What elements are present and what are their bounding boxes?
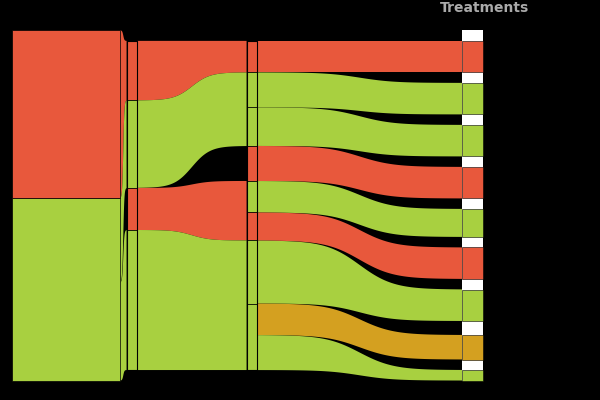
Bar (127, 41, 137, 370)
Bar (462, 125, 483, 156)
Polygon shape (257, 212, 462, 279)
Bar (247, 240, 257, 304)
Text: 3: 3 (488, 52, 494, 62)
Text: 3: 3 (488, 136, 494, 146)
Bar (247, 108, 257, 146)
Bar (462, 335, 483, 360)
Polygon shape (137, 230, 247, 370)
Polygon shape (257, 146, 462, 198)
Bar (462, 167, 483, 198)
Text: 3: 3 (488, 370, 494, 380)
Bar (462, 290, 483, 321)
Text: 3: 3 (488, 94, 494, 104)
Text: 3: 3 (488, 258, 494, 268)
Bar (462, 41, 483, 72)
Polygon shape (137, 41, 247, 100)
Bar (462, 248, 483, 279)
Bar (462, 30, 483, 380)
Bar (247, 181, 257, 212)
Bar (247, 304, 257, 370)
Bar (127, 230, 137, 370)
Polygon shape (257, 108, 462, 156)
Bar (247, 146, 257, 181)
Bar (12, 198, 120, 380)
Bar (247, 212, 257, 240)
Bar (462, 209, 483, 237)
Text: 3: 3 (488, 342, 494, 352)
Bar (127, 188, 137, 230)
Bar (462, 370, 483, 380)
Polygon shape (120, 101, 127, 282)
Text: Treatments: Treatments (440, 1, 529, 15)
Polygon shape (257, 41, 462, 72)
Polygon shape (257, 240, 462, 321)
Bar (247, 41, 257, 370)
Polygon shape (137, 72, 247, 188)
Polygon shape (257, 304, 462, 360)
Text: 3: 3 (488, 178, 494, 188)
Bar (247, 41, 257, 72)
Bar (127, 100, 137, 188)
Bar (12, 30, 120, 198)
Polygon shape (120, 30, 127, 198)
Polygon shape (257, 181, 462, 237)
Bar (127, 41, 137, 100)
Polygon shape (257, 72, 462, 114)
Bar (247, 72, 257, 108)
Polygon shape (120, 230, 127, 380)
Text: 3: 3 (488, 300, 494, 310)
Bar (462, 83, 483, 114)
Text: 3: 3 (488, 218, 494, 228)
Polygon shape (137, 181, 247, 240)
Polygon shape (257, 335, 462, 380)
